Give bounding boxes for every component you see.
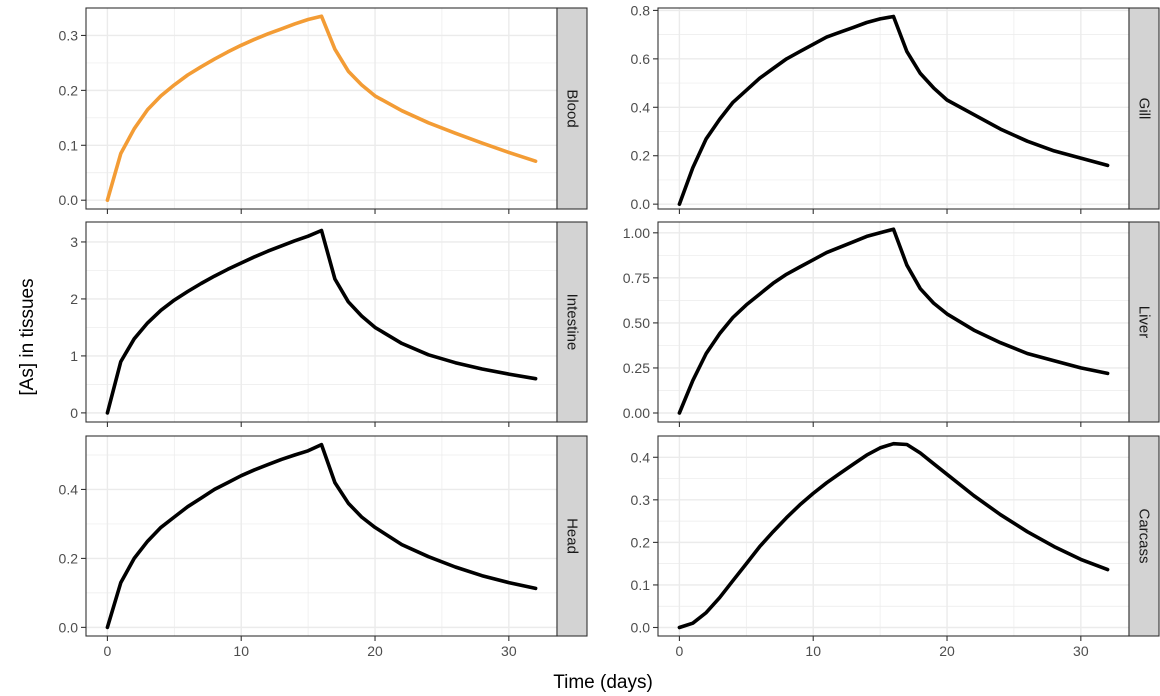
y-tick-label: 0 — [70, 405, 78, 421]
y-tick-label: 2 — [70, 291, 78, 307]
panel-blood: Blood 0.0 0.1 0.2 0.3 — [59, 7, 588, 214]
y-tick-label: 0.0 — [59, 192, 79, 208]
panel-background — [658, 8, 1129, 209]
x-tick-label: 30 — [501, 643, 517, 659]
panel-carcass: Carcass 0.0 0.1 0.2 0.3 0.4 0 10 20 30 — [631, 435, 1160, 659]
y-tick-label: 0.00 — [623, 405, 650, 421]
panel-background — [86, 8, 557, 209]
facet-strip — [1128, 7, 1160, 210]
x-tick-label: 20 — [367, 643, 383, 659]
series-line-intestine — [105, 228, 538, 415]
facet-label-blood: Blood — [564, 89, 581, 127]
panel-background — [86, 222, 557, 422]
y-tick-label: 0.0 — [631, 619, 651, 635]
y-tick-label: 0.0 — [631, 196, 651, 212]
y-tick-label: 0.1 — [59, 137, 79, 153]
y-tick-label: 0.3 — [59, 27, 79, 43]
panel-gill: Gill 0.0 0.2 0.4 0.6 0.8 — [631, 2, 1160, 214]
panel-liver: Liver 0.00 0.25 0.50 0.75 1.00 — [623, 221, 1160, 427]
facet-label-carcass: Carcass — [1136, 508, 1153, 563]
x-axis-title: Time (days) — [553, 672, 653, 693]
panel-background — [86, 436, 557, 636]
facet-strip — [556, 221, 588, 423]
x-tick-label: 0 — [104, 643, 112, 659]
series-line-gill — [677, 14, 1110, 206]
y-tick-label: 1.00 — [623, 225, 650, 241]
series-line-liver — [677, 227, 1110, 415]
y-tick-label: 0.2 — [631, 534, 651, 550]
x-tick-label: 10 — [233, 643, 249, 659]
x-tick-label: 20 — [939, 643, 955, 659]
x-tick-label: 10 — [805, 643, 821, 659]
y-tick-label: 0.6 — [631, 51, 651, 67]
y-axis-title: [As] in tissues — [17, 278, 38, 395]
panel-head: Head 0.0 0.2 0.4 0 10 20 30 — [59, 435, 588, 659]
facet-label-gill: Gill — [1136, 98, 1153, 120]
facet-label-intestine: Intestine — [564, 294, 581, 351]
facet-strip — [556, 435, 588, 637]
facet-strip — [556, 7, 588, 210]
y-tick-label: 3 — [70, 234, 78, 250]
series-line-head — [105, 442, 538, 630]
x-tick-label: 30 — [1073, 643, 1089, 659]
y-tick-label: 0.0 — [59, 619, 79, 635]
y-tick-label: 0.50 — [623, 315, 650, 331]
y-tick-label: 0.2 — [59, 82, 79, 98]
facet-strip — [1128, 435, 1160, 637]
series-line-carcass — [677, 441, 1110, 630]
y-tick-label: 0.2 — [631, 148, 651, 164]
y-tick-label: 0.8 — [631, 2, 651, 18]
facet-strip — [1128, 221, 1160, 423]
panel-intestine: Intestine 0 1 2 3 — [70, 221, 588, 427]
facet-label-head: Head — [564, 518, 581, 554]
panel-background — [658, 436, 1129, 636]
facet-label-liver: Liver — [1136, 306, 1153, 339]
x-tick-label: 0 — [676, 643, 684, 659]
y-tick-label: 0.75 — [623, 270, 650, 286]
series-line-blood — [105, 14, 538, 202]
y-tick-label: 0.4 — [631, 99, 651, 115]
y-tick-label: 0.4 — [631, 449, 651, 465]
y-tick-label: 0.3 — [631, 492, 651, 508]
y-tick-label: 1 — [70, 348, 78, 364]
y-tick-label: 0.1 — [631, 577, 651, 593]
y-tick-label: 0.2 — [59, 550, 79, 566]
y-tick-label: 0.25 — [623, 360, 650, 376]
y-tick-label: 0.4 — [59, 481, 79, 497]
